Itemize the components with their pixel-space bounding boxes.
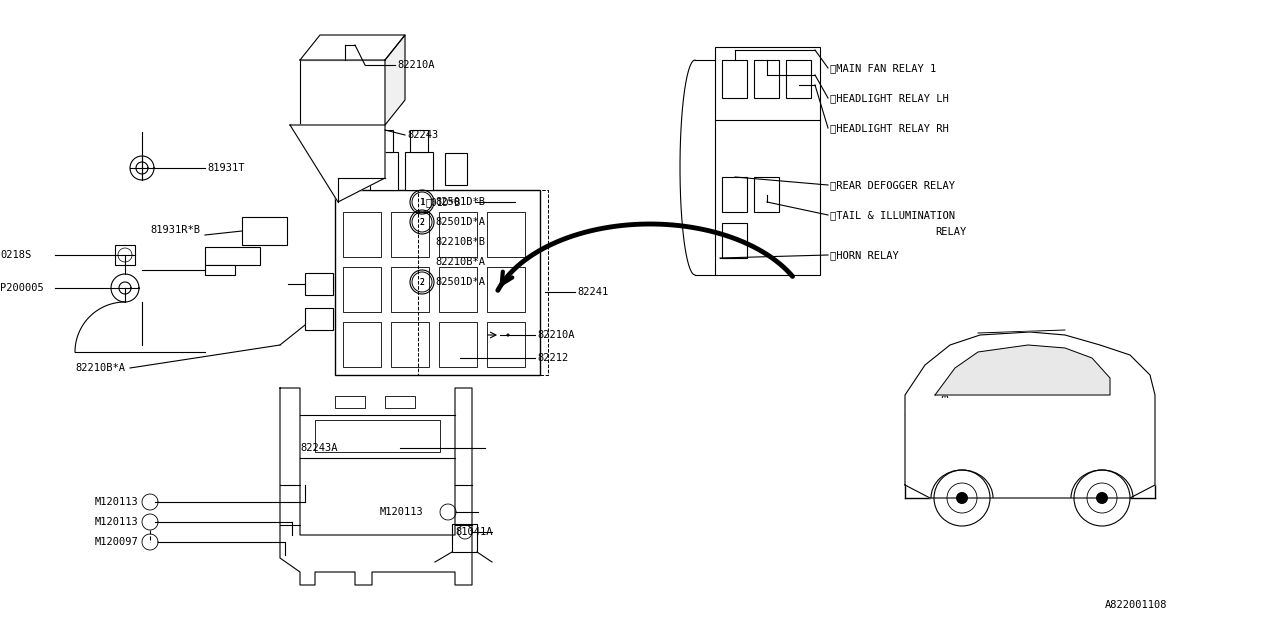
Text: 2: 2: [420, 218, 424, 227]
Polygon shape: [905, 332, 1155, 498]
Text: ②REAR DEFOGGER RELAY: ②REAR DEFOGGER RELAY: [829, 180, 955, 190]
Bar: [410, 130, 428, 152]
Bar: [754, 177, 780, 212]
Bar: [305, 308, 333, 330]
Text: 82210B*A: 82210B*A: [435, 257, 485, 267]
Bar: [716, 47, 820, 275]
Text: M120113: M120113: [380, 507, 424, 517]
Text: 82501D*B: 82501D*B: [435, 197, 485, 207]
Text: ②HEADLIGHT RELAY LH: ②HEADLIGHT RELAY LH: [829, 93, 948, 103]
Text: 82501D*A: 82501D*A: [435, 217, 485, 227]
Bar: [439, 212, 477, 257]
Bar: [486, 212, 525, 257]
Polygon shape: [385, 35, 404, 125]
Text: 82241: 82241: [577, 287, 608, 297]
Bar: [335, 396, 365, 408]
Bar: [242, 217, 287, 245]
Bar: [404, 152, 433, 190]
Text: A822001108: A822001108: [1105, 600, 1167, 610]
Text: 82210A: 82210A: [538, 330, 575, 340]
Bar: [390, 212, 429, 257]
Bar: [385, 396, 415, 408]
Bar: [486, 267, 525, 312]
Text: 81041A: 81041A: [454, 527, 493, 537]
Bar: [754, 60, 780, 98]
Text: 2: 2: [420, 278, 425, 287]
Bar: [722, 223, 748, 258]
Bar: [390, 322, 429, 367]
Polygon shape: [934, 345, 1110, 395]
Bar: [343, 322, 381, 367]
Bar: [315, 420, 440, 452]
Text: ②HEADLIGHT RELAY RH: ②HEADLIGHT RELAY RH: [829, 123, 948, 133]
Text: 2: 2: [420, 278, 424, 287]
Bar: [300, 60, 385, 125]
Text: ①MAIN FAN RELAY 1: ①MAIN FAN RELAY 1: [829, 63, 936, 73]
Text: 82243: 82243: [407, 130, 438, 140]
Text: 1: 1: [420, 198, 425, 207]
Bar: [375, 130, 393, 152]
Bar: [305, 273, 333, 295]
Text: 81931R*B: 81931R*B: [150, 225, 200, 235]
Text: ᠥ01D*B: ᠥ01D*B: [425, 197, 461, 207]
Text: 0218S: 0218S: [0, 250, 31, 260]
Bar: [439, 267, 477, 312]
Bar: [445, 153, 467, 185]
Bar: [343, 212, 381, 257]
Bar: [343, 267, 381, 312]
Text: 82210A: 82210A: [397, 60, 434, 70]
Bar: [452, 524, 477, 552]
Bar: [205, 265, 236, 275]
Bar: [722, 60, 748, 98]
Polygon shape: [300, 35, 404, 60]
Polygon shape: [280, 388, 472, 585]
Text: 82501D*A: 82501D*A: [435, 277, 485, 287]
Text: 82210B*A: 82210B*A: [76, 363, 125, 373]
Text: ②TAIL & ILLUMINATION: ②TAIL & ILLUMINATION: [829, 210, 955, 220]
Bar: [205, 247, 260, 265]
Text: 82210B*B: 82210B*B: [435, 237, 485, 247]
Bar: [439, 322, 477, 367]
Bar: [335, 190, 540, 375]
Text: 82212: 82212: [538, 353, 568, 363]
Text: 82243A: 82243A: [300, 443, 338, 453]
Text: 1: 1: [420, 198, 424, 207]
Polygon shape: [291, 125, 385, 202]
Bar: [390, 267, 429, 312]
Bar: [486, 322, 525, 367]
Text: RELAY: RELAY: [934, 227, 966, 237]
Text: ②HORN RELAY: ②HORN RELAY: [829, 250, 899, 260]
Bar: [370, 152, 398, 190]
Text: M120113: M120113: [95, 497, 138, 507]
Bar: [786, 60, 812, 98]
Bar: [938, 366, 966, 388]
Text: M120097: M120097: [95, 537, 138, 547]
Text: M120113: M120113: [95, 517, 138, 527]
Circle shape: [1096, 492, 1108, 504]
Circle shape: [956, 492, 968, 504]
Bar: [722, 177, 748, 212]
Bar: [115, 245, 134, 265]
Text: P200005: P200005: [0, 283, 44, 293]
Bar: [905, 415, 927, 435]
Text: 2: 2: [420, 218, 425, 227]
Text: 81931T: 81931T: [207, 163, 244, 173]
